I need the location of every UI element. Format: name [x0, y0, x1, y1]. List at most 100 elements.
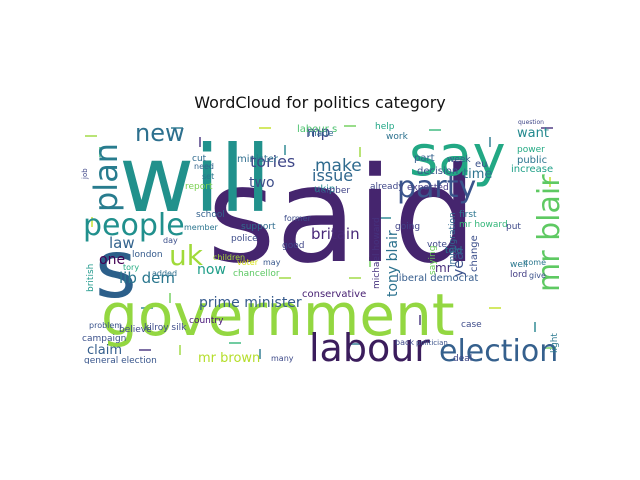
word-expected: expected	[407, 183, 449, 193]
word-police: police	[231, 234, 258, 244]
word-work: work	[386, 132, 409, 142]
filler-mark	[179, 345, 181, 355]
word-people: people	[83, 208, 185, 243]
word-mr-howard: mr howard	[459, 220, 508, 230]
word-mr-blair: mr blair	[532, 174, 561, 292]
word-claim: claim	[87, 343, 122, 358]
word-job: job	[81, 168, 89, 180]
word-need: need	[194, 162, 214, 171]
word-voter: voter	[237, 258, 259, 267]
filler-mark	[349, 343, 361, 345]
word-issue: issue	[312, 166, 353, 185]
filler-mark	[489, 307, 501, 309]
word-labour: labour	[309, 326, 430, 364]
word-london: london	[132, 250, 163, 260]
word-minister: minister	[237, 154, 279, 165]
word-first: first	[459, 210, 477, 220]
filler-mark	[171, 127, 183, 129]
word-deal: deal	[453, 354, 472, 364]
word-believe: believe	[119, 325, 152, 335]
word-decision: decision	[417, 166, 458, 177]
filler-mark	[199, 137, 201, 147]
word-school: school	[196, 210, 225, 220]
word-britain: britain	[311, 225, 360, 243]
chart-title: WordCloud for politics category	[194, 93, 446, 112]
word-british: british	[86, 264, 96, 292]
filler-mark	[91, 217, 93, 227]
word-problem: problem	[89, 321, 122, 330]
word-good: good	[282, 241, 304, 251]
word-report: report	[185, 182, 213, 192]
word-change: change	[469, 235, 480, 272]
word-mr-brown: mr brown	[198, 351, 260, 364]
word-children: children	[213, 253, 245, 262]
word-want: want	[517, 126, 549, 141]
word-party: party	[397, 170, 476, 205]
filler-mark	[429, 129, 441, 131]
word-former: former	[284, 214, 312, 223]
word-vote: vote	[427, 240, 447, 250]
word-cloud: said will government say s labour election peop…	[79, 117, 561, 364]
word-two: two	[249, 175, 275, 191]
word-tories: tories	[250, 152, 295, 171]
filler-mark	[279, 277, 291, 279]
word-tony-blair: tony blair	[385, 230, 401, 297]
word-immigration: immigration	[448, 212, 458, 267]
filler-mark	[99, 147, 101, 157]
word-well: well	[510, 260, 528, 270]
word-will: will	[119, 126, 271, 233]
word-part: part	[414, 153, 435, 164]
word-light: light	[550, 333, 560, 353]
word-kilroy-silk: kilroy silk	[144, 323, 187, 333]
word-tory: tory	[123, 263, 139, 272]
word-ukip: ukip	[314, 184, 335, 195]
word-many: many	[271, 354, 294, 363]
word-make: make	[315, 156, 362, 176]
filler-mark	[259, 349, 261, 359]
word-power: power	[517, 145, 545, 155]
filler-mark	[489, 137, 491, 147]
word-going: going	[395, 222, 420, 232]
word-s: s	[95, 223, 137, 316]
word-mp: mp	[306, 123, 330, 141]
word-uk: uk	[169, 239, 204, 272]
word-one: one	[99, 252, 125, 268]
filler-mark	[541, 127, 553, 129]
word-mr: mr	[435, 261, 452, 275]
filler-mark	[544, 347, 556, 349]
filler-mark	[534, 322, 536, 332]
filler-mark	[169, 293, 171, 303]
word-case: case	[461, 320, 482, 330]
word-country: country	[189, 316, 224, 326]
word-question: question	[518, 119, 544, 126]
word-told: told	[445, 246, 462, 256]
word-set: set	[202, 172, 214, 181]
word-prime-minister: prime minister	[199, 295, 302, 311]
word-made: made	[308, 129, 334, 139]
word-cut: cut	[192, 154, 207, 164]
word-politician: politician	[416, 339, 448, 347]
filler-mark	[369, 257, 371, 267]
word-now: now	[197, 262, 226, 278]
word-election: election	[439, 334, 558, 364]
word-already: already	[370, 182, 404, 192]
word-new: new	[135, 119, 185, 147]
word-come: come	[524, 258, 546, 267]
word-may: may	[263, 258, 281, 267]
word-help: help	[375, 122, 395, 132]
word-eu: eu	[475, 159, 488, 170]
word-give: give	[529, 271, 546, 280]
word-liberal-democrat: liberal democrat	[396, 273, 478, 284]
word-day: day	[163, 236, 178, 245]
filler-mark	[379, 217, 391, 219]
word-plan: plan	[87, 143, 125, 212]
word-lib-dem: lib dem	[119, 269, 175, 287]
word-year: year	[451, 246, 467, 277]
filler-mark	[259, 127, 271, 129]
filler-mark	[229, 342, 241, 344]
word-saying: saying	[428, 246, 438, 275]
word-general-election: general election	[84, 356, 157, 364]
filler-mark	[284, 145, 286, 155]
word-member: member	[184, 223, 219, 232]
filler-mark	[141, 307, 153, 309]
